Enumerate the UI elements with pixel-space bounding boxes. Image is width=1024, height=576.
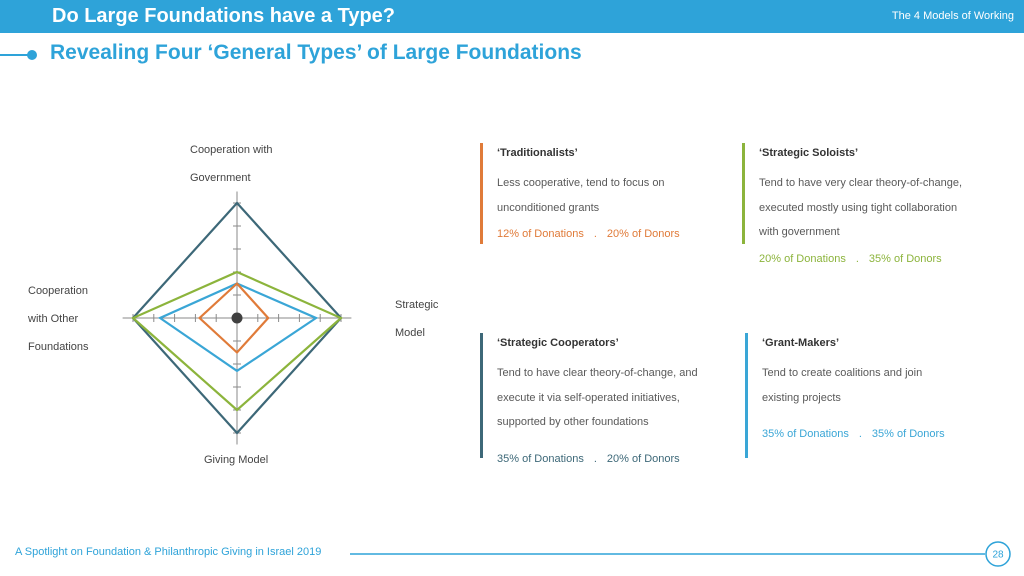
card-title: ‘Strategic Soloists’	[759, 147, 859, 159]
stat-donors: 20% of Donors	[606, 228, 680, 240]
radar-series	[157, 282, 319, 373]
card-title: ‘Traditionalists’	[497, 147, 578, 159]
stat-separator: .	[855, 252, 859, 265]
card-text: unconditioned grants	[497, 201, 600, 214]
header-title: Do Large Foundations have a Type?	[52, 5, 396, 27]
center-dot	[231, 312, 243, 324]
axis-label-line: Cooperation with	[190, 144, 273, 156]
stat-donations: 12% of Donations	[497, 228, 584, 240]
page-circle	[985, 541, 1011, 567]
header-section: The 4 Models of Working	[891, 10, 1014, 22]
info-card: ‘Grant-Makers’ Tend to create coalitions …	[745, 333, 945, 458]
axis-label-line: Strategic	[395, 299, 439, 311]
stat-donors: 35% of Donors	[871, 428, 945, 440]
card-text: existing projects	[762, 391, 841, 404]
axis-label-line: Government	[190, 172, 251, 184]
axis-label-line: Model	[395, 327, 425, 339]
axis-label: Cooperation with Other Foundations	[28, 277, 89, 361]
radar-series	[131, 201, 343, 435]
stat-donations: 35% of Donations	[762, 428, 849, 440]
info-card: ‘Strategic Cooperators’ Tend to have clea…	[480, 333, 698, 465]
card-text: with government	[759, 226, 840, 238]
axis-label-line: Cooperation	[28, 285, 88, 297]
axis-label: Giving Model	[204, 446, 268, 474]
card-stats: 35% of Donations. 20% of Donors	[497, 449, 698, 469]
card-text: Less cooperative, tend to focus on	[497, 177, 665, 189]
axis-label: Cooperation with Government	[190, 136, 273, 192]
card-text: supported by other foundations	[497, 416, 649, 428]
stat-donations: 20% of Donations	[759, 252, 846, 265]
axis-label-line: Foundations	[28, 341, 89, 353]
card-text: execute it via self-operated initiatives…	[497, 391, 680, 404]
stat-donations: 35% of Donations	[497, 452, 584, 465]
axis-label: Strategic Model	[395, 291, 438, 347]
axis-label-line: Giving Model	[204, 454, 269, 466]
info-card: ‘Traditionalists’ Less cooperative, tend …	[480, 143, 680, 244]
stat-donors: 35% of Donors	[868, 252, 942, 265]
card-text: Tend to have clear theory-of-change, and	[497, 367, 698, 379]
subtitle-dot	[27, 50, 37, 60]
stat-separator: .	[593, 452, 597, 465]
subtitle: Revealing Four ‘General Types’ of Large …	[50, 41, 582, 64]
axis-label-line: with Other	[28, 313, 79, 325]
page-number: 28	[992, 550, 1004, 561]
card-stats: 35% of Donations. 35% of Donors	[762, 424, 945, 444]
card-stats: 12% of Donations. 20% of Donors	[497, 224, 680, 244]
card-title: ‘Strategic Cooperators’	[497, 337, 619, 349]
info-card: ‘Strategic Soloists’ Tend to have very cl…	[742, 143, 963, 265]
footer-text: A Spotlight on Foundation & Philanthropi…	[15, 546, 322, 558]
card-text: Tend to have very clear theory-of-change…	[759, 177, 963, 189]
stat-donors: 20% of Donors	[606, 452, 680, 465]
radar-series	[130, 270, 344, 412]
card-text: Tend to create coalitions and join	[762, 367, 923, 379]
card-text: executed mostly using tight collaboratio…	[759, 201, 958, 214]
stat-separator: .	[593, 228, 597, 240]
card-title: ‘Grant-Makers’	[762, 337, 840, 349]
card-stats: 20% of Donations. 35% of Donors	[759, 249, 962, 269]
stat-separator: .	[858, 428, 862, 440]
header-bar	[0, 0, 1024, 33]
radar-series	[197, 281, 270, 355]
